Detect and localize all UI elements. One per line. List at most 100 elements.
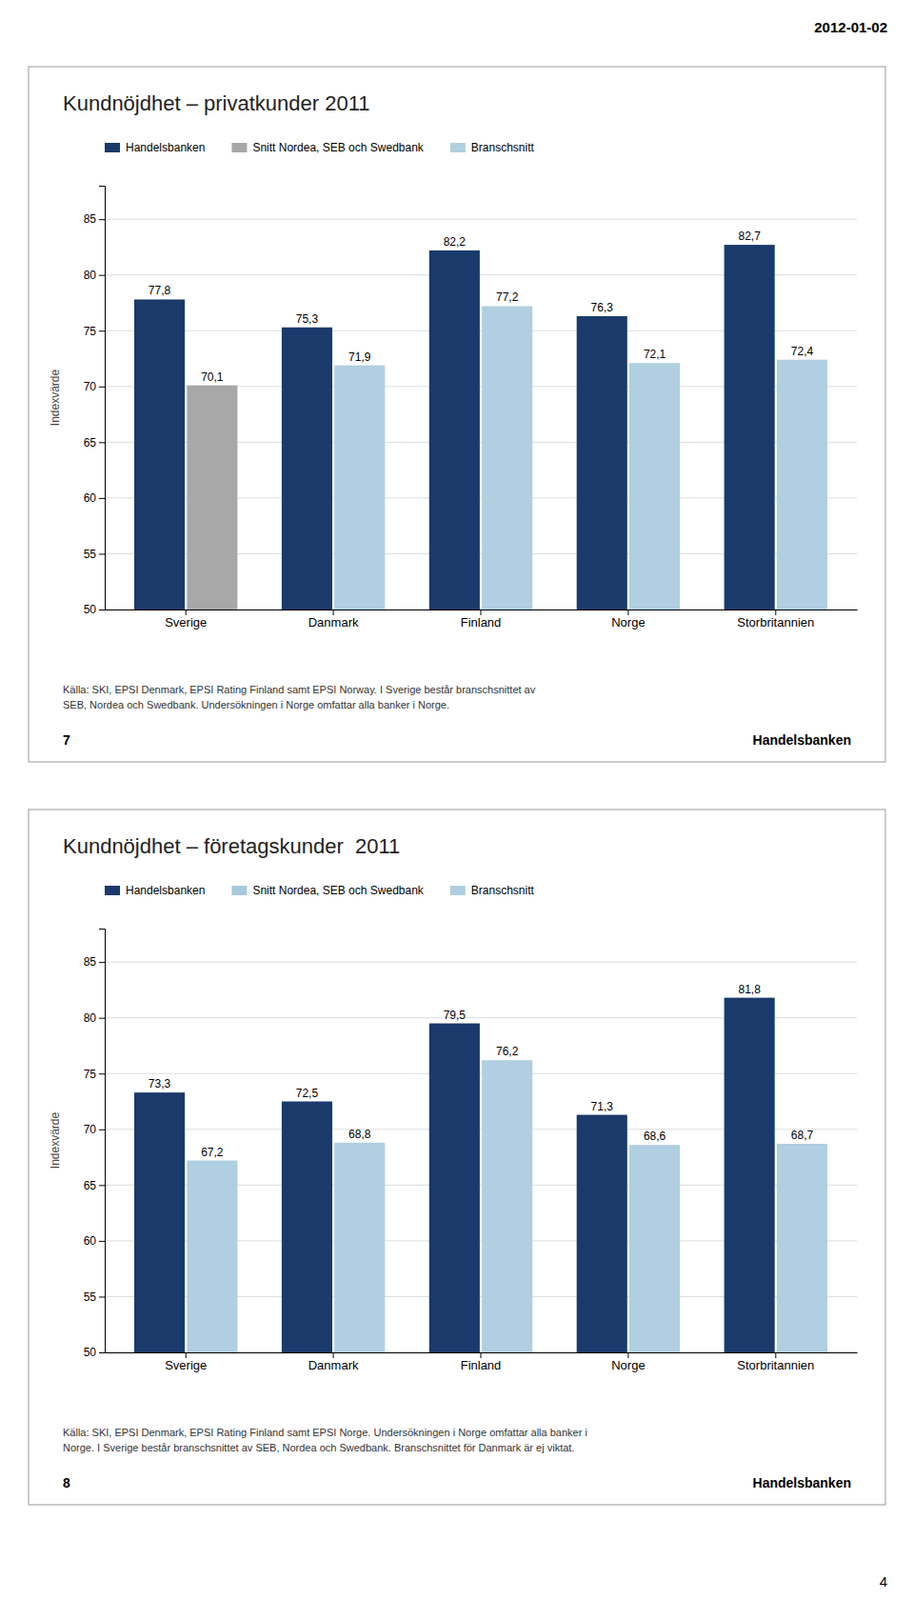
grid-line — [104, 961, 857, 963]
data-label: 71,9 — [348, 350, 372, 364]
bar — [186, 1160, 238, 1352]
x-tick-mark — [627, 609, 629, 616]
y-tick-label: 85 — [83, 954, 98, 969]
grid — [104, 961, 857, 1352]
legend-swatch — [450, 142, 466, 153]
bar — [281, 327, 333, 610]
page: 2012-01-024Kundnöjdhet – privatkunder 20… — [0, 0, 914, 1600]
y-axis: 5055606570758085 — [83, 186, 106, 617]
y-tick-mark — [99, 441, 105, 443]
y-axis-line — [99, 929, 106, 1353]
y-tick-label: 50 — [83, 602, 98, 616]
branding: Handelsbanken — [753, 1474, 852, 1491]
y-tick: 75 — [83, 1067, 105, 1081]
bar — [629, 1144, 680, 1352]
bar — [429, 250, 480, 610]
y-tick-label: 85 — [83, 212, 98, 226]
data-label: 71,3 — [591, 1099, 615, 1113]
x-tick-label: Sverige — [164, 1357, 207, 1372]
legend-label: Branschsnitt — [471, 140, 536, 155]
panel: Kundnöjdhet – privatkunder 2011 Handelsba… — [28, 66, 886, 762]
grid-line — [104, 218, 857, 220]
x-axis: Sverige Danmark Finland Norge Storbritannien — [105, 1351, 858, 1372]
footnote: Källa: SKI, EPSI Denmark, EPSI Rating Fi… — [62, 683, 537, 711]
x-tick: Sverige — [164, 1351, 207, 1372]
x-tick: Norge — [611, 1351, 645, 1372]
bar — [576, 316, 628, 610]
y-tick-mark — [99, 553, 105, 555]
legend-swatch — [231, 885, 247, 895]
y-tick-label: 55 — [83, 1290, 98, 1304]
x-tick: Storbritannien — [736, 609, 815, 630]
y-axis-line — [99, 186, 106, 611]
bar — [481, 1059, 533, 1352]
x-tick: Finland — [460, 609, 502, 630]
y-tick: 65 — [83, 1178, 105, 1193]
bar — [186, 385, 238, 610]
y-tick-mark — [99, 330, 105, 332]
y-tick: 50 — [83, 1345, 105, 1359]
data-label: 77,8 — [148, 283, 172, 298]
data-label: 72,5 — [296, 1086, 319, 1100]
data-label: 72,1 — [643, 347, 667, 361]
bar — [281, 1101, 333, 1352]
x-tick-mark — [774, 1351, 776, 1358]
panel: Kundnöjdhet – företagskunder 2011Handels… — [28, 809, 886, 1505]
bar — [481, 305, 533, 610]
x-tick-mark — [774, 609, 776, 616]
x-tick-label: Danmark — [308, 615, 359, 630]
legend-label: Handelsbanken — [125, 883, 205, 897]
footnote: Källa: SKI, EPSI Denmark, EPSI Rating Fi… — [62, 1426, 588, 1453]
legend-swatch — [104, 885, 120, 895]
y-tick-mark — [99, 609, 105, 611]
bar — [724, 997, 775, 1352]
data-label: 70,1 — [200, 370, 224, 384]
x-tick-label: Storbritannien — [736, 615, 815, 630]
legend-label: Snitt Nordea, SEB och Swedbank — [252, 883, 424, 897]
x-tick: Danmark — [308, 609, 359, 630]
y-tick-mark — [99, 218, 105, 220]
y-tick-label: 75 — [83, 1067, 98, 1081]
y-tick-label: 50 — [83, 1345, 98, 1359]
y-tick-label: 75 — [83, 324, 98, 338]
y-tick: 80 — [83, 268, 105, 282]
x-tick: Norge — [611, 609, 645, 630]
y-tick-mark — [99, 961, 105, 963]
branding: Handelsbanken — [753, 732, 852, 748]
y-tick-label: 80 — [83, 268, 98, 282]
data-label: 68,6 — [643, 1129, 667, 1143]
data-label: 79,5 — [443, 1008, 467, 1022]
bar — [576, 1114, 628, 1352]
y-tick: 70 — [83, 379, 105, 394]
x-tick-mark — [480, 1351, 482, 1358]
y-tick: 55 — [83, 1290, 105, 1304]
chart-title: Kundnöjdhet – privatkunder 2011 — [62, 91, 371, 116]
data-label: 76,2 — [496, 1044, 519, 1058]
y-tick-mark — [99, 1295, 105, 1297]
data-label: 73,3 — [148, 1076, 172, 1091]
y-tick-label: 55 — [83, 547, 98, 561]
y-tick-mark — [99, 386, 105, 388]
y-tick-label: 80 — [83, 1011, 98, 1025]
x-tick: Finland — [460, 1351, 502, 1372]
bar — [724, 244, 775, 610]
bars — [134, 244, 828, 610]
x-tick-label: Norge — [611, 615, 645, 630]
x-tick-mark — [480, 609, 482, 616]
bar — [134, 1092, 185, 1352]
data-label: 72,4 — [791, 344, 815, 358]
y-tick: 70 — [83, 1122, 105, 1136]
y-tick: 65 — [83, 436, 105, 450]
y-tick-label: 70 — [83, 379, 98, 394]
y-tick-label: 65 — [83, 436, 98, 450]
y-tick: 80 — [83, 1011, 105, 1025]
x-tick-label: Storbritannien — [736, 1357, 815, 1372]
legend-label: Handelsbanken — [125, 140, 205, 155]
x-tick-label: Sverige — [164, 615, 207, 630]
legend-label: Branschsnitt — [471, 883, 536, 897]
grid — [104, 218, 857, 610]
data-label: 82,7 — [737, 229, 761, 243]
data-label: 76,3 — [591, 300, 615, 315]
bar — [429, 1023, 480, 1352]
x-tick-label: Danmark — [308, 1357, 359, 1372]
